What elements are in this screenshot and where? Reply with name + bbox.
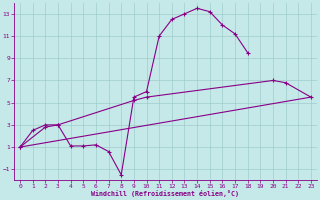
X-axis label: Windchill (Refroidissement éolien,°C): Windchill (Refroidissement éolien,°C) (92, 190, 239, 197)
